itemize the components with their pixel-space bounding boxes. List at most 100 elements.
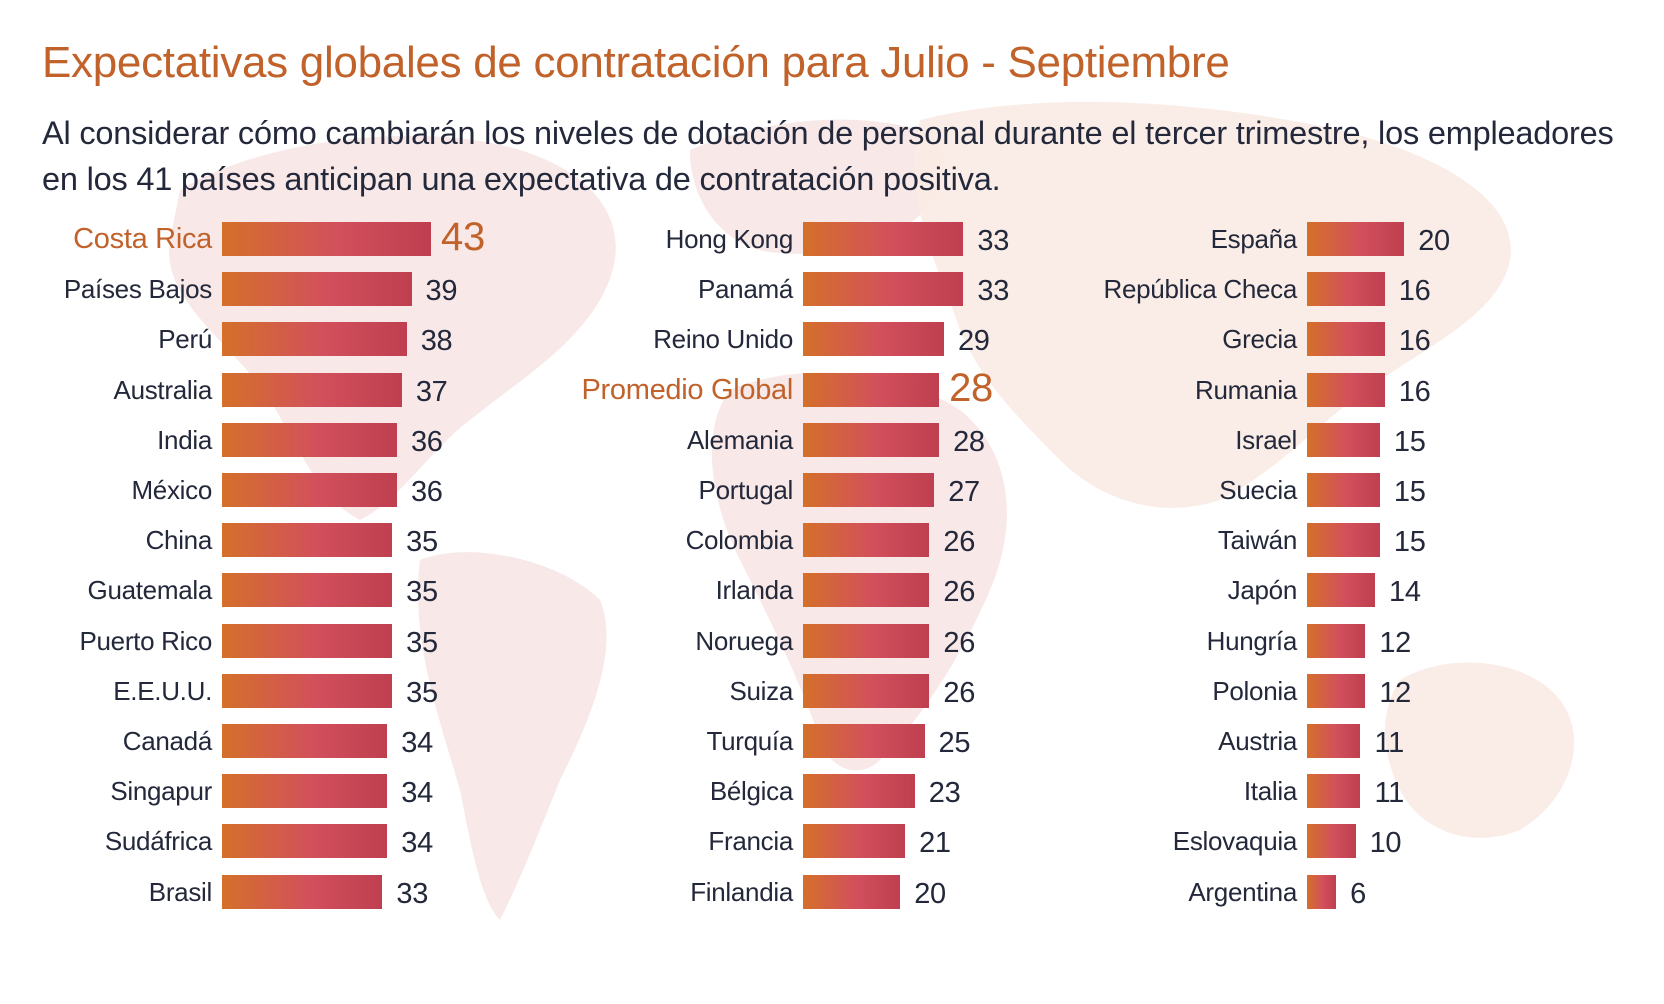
bar-row: Australia 37 xyxy=(0,372,1664,408)
bar-row: China 35 xyxy=(0,523,1664,558)
bar-value-label: 16 xyxy=(1398,375,1431,408)
map-europe xyxy=(690,119,945,254)
bar xyxy=(222,272,412,307)
bar-value-label: 28 xyxy=(949,365,993,410)
bar xyxy=(1307,573,1376,608)
bar-label: República Checa xyxy=(1103,274,1297,305)
bar xyxy=(803,724,925,758)
bar-label: Reino Unido xyxy=(653,324,793,355)
bar-label: Promedio Global xyxy=(581,373,794,406)
bar-value-label: 27 xyxy=(948,476,980,508)
bar-value-label: 26 xyxy=(943,676,976,709)
bar-value-label: 35 xyxy=(406,576,438,609)
bar xyxy=(803,824,906,859)
bar xyxy=(1307,523,1380,558)
bar-label: China xyxy=(145,525,213,556)
bar-value-label: 11 xyxy=(1374,727,1404,759)
bar xyxy=(222,774,388,809)
bar-value-label: 35 xyxy=(406,626,438,659)
bar-value-label: 26 xyxy=(943,526,976,559)
bar-value-label: 38 xyxy=(420,325,453,358)
bar xyxy=(222,322,407,357)
bar-value-label: 6 xyxy=(1350,877,1366,910)
bar-value-label: 33 xyxy=(977,225,1010,257)
bar-row: Francia 21 xyxy=(0,824,1664,859)
bar-label: Hungría xyxy=(1206,625,1298,656)
bar xyxy=(1307,272,1385,307)
bar-row: Portugal 27 xyxy=(0,473,1664,508)
bar-row: Colombia 26 xyxy=(0,523,1664,559)
bar xyxy=(803,222,964,256)
bar-value-label: 23 xyxy=(928,777,961,810)
bar xyxy=(222,523,393,558)
bar xyxy=(803,322,944,357)
bar-label: Rumania xyxy=(1195,374,1297,405)
bar-value-label: 16 xyxy=(1398,275,1431,308)
bar xyxy=(803,774,915,809)
bar xyxy=(803,573,930,608)
bar-row: México 36 xyxy=(0,473,1664,508)
bar-label: Noruega xyxy=(695,625,793,656)
bar-label: Costa Rica xyxy=(73,223,212,255)
bar xyxy=(1307,422,1380,457)
bar xyxy=(803,673,930,708)
bar-row: Alemania 28 xyxy=(0,422,1664,458)
bar-label: Australia xyxy=(113,374,213,405)
bar-value-label: 14 xyxy=(1389,576,1421,609)
bar-value-label: 15 xyxy=(1393,476,1426,508)
bar-label: Suecia xyxy=(1219,475,1297,505)
bar-row: Hong Kong 33 xyxy=(0,222,1664,257)
bar-value-label: 39 xyxy=(425,275,458,308)
map-africa xyxy=(711,372,1007,771)
bar-row: Perú 38 xyxy=(0,322,1664,358)
bar-row: Suecia 15 xyxy=(0,473,1664,508)
bar-row: Argentina 6 xyxy=(0,874,1664,910)
bar xyxy=(803,272,964,307)
bar-row: Irlanda 26 xyxy=(0,573,1664,608)
bar-value-label: 36 xyxy=(410,476,443,508)
bar xyxy=(803,422,940,457)
bar-label: India xyxy=(157,424,212,455)
bar-label: Panamá xyxy=(697,274,793,305)
bar xyxy=(1307,824,1356,859)
bar-label: Sudáfrica xyxy=(104,826,212,857)
bar-value-label: 10 xyxy=(1369,827,1402,860)
bar-row: Israel 15 xyxy=(0,422,1664,458)
bar-row: India 36 xyxy=(0,422,1664,458)
bar xyxy=(1307,673,1366,708)
chart-title: Expectativas globales de contratación pa… xyxy=(42,38,1230,87)
bar-value-label: 25 xyxy=(938,727,971,759)
bar xyxy=(1307,222,1405,256)
bar xyxy=(222,573,393,608)
bar xyxy=(222,874,383,909)
bar-label: Brasil xyxy=(148,876,213,907)
bar-row: Brasil 33 xyxy=(0,874,1664,910)
bar-row: Rumania 16 xyxy=(0,372,1664,408)
bar-label: Singapur xyxy=(110,776,212,807)
bar-label: Italia xyxy=(1243,776,1297,807)
bar xyxy=(803,372,940,407)
bar-row: Canadá 34 xyxy=(0,724,1664,759)
map-south-america xyxy=(418,552,607,920)
bar-label: Perú xyxy=(158,324,212,355)
bar xyxy=(803,523,930,558)
bar xyxy=(222,473,397,507)
bar-row: Finlandia 20 xyxy=(0,874,1664,910)
bar-label: Turquía xyxy=(706,726,793,756)
bar-value-label: 35 xyxy=(406,676,438,709)
bar-label: Argentina xyxy=(1188,876,1297,907)
bar-value-label: 33 xyxy=(396,877,429,910)
bar-value-label: 20 xyxy=(914,877,946,910)
bar-value-label: 16 xyxy=(1398,325,1431,358)
bar-label: Suiza xyxy=(729,675,793,706)
bar-row: Grecia 16 xyxy=(0,322,1664,358)
bar xyxy=(222,422,397,457)
bar-row: Turquía 25 xyxy=(0,724,1664,759)
bar-row: Hungría 12 xyxy=(0,623,1664,659)
bar xyxy=(1307,322,1385,357)
bar-row: Panamá 33 xyxy=(0,272,1664,307)
bar-label: Taiwán xyxy=(1217,525,1297,556)
bar-label: E.E.U.U. xyxy=(113,675,212,706)
bar xyxy=(1307,473,1380,507)
bar-label: Japón xyxy=(1227,575,1298,606)
